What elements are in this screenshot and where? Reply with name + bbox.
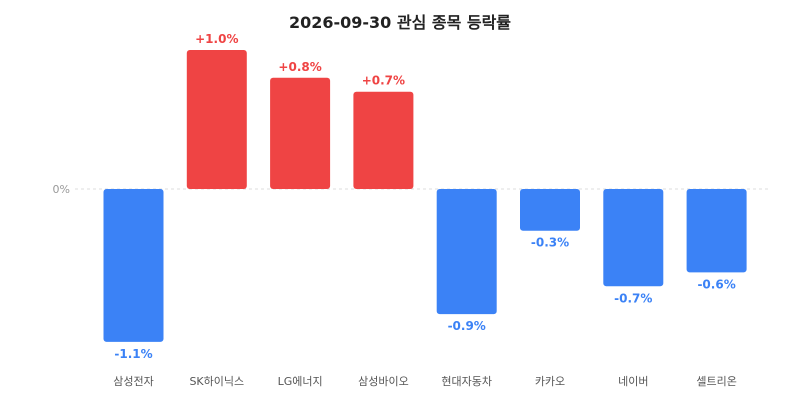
data-label-7: -0.6% (697, 277, 735, 291)
bar-2 (270, 77, 331, 189)
data-label-4: -0.9% (448, 319, 486, 333)
data-label-5: -0.3% (531, 236, 569, 250)
x-tick-label-1: SK하이닉스 (189, 374, 244, 388)
chart-title: 2026-09-30 관심 종목 등락률 (289, 13, 511, 32)
bar-6 (603, 189, 664, 287)
x-tick-label-2: LG에너지 (278, 375, 323, 388)
x-tick-label-3: 삼성바이오 (358, 375, 409, 388)
x-tick-labels: 삼성전자 SK하이닉스 LG에너지 삼성바이오 현대자동차 카카오 네이버 셀트리온 (113, 374, 737, 388)
data-label-2: +0.8% (278, 60, 321, 74)
data-labels: -1.1% +1.0% +0.8% +0.7% -0.9% -0.3% -0.7% -0.6% (114, 32, 735, 361)
x-tick-label-0: 삼성전자 (113, 375, 153, 388)
bar-5 (520, 189, 580, 231)
x-tick-label-5: 카카오 (535, 375, 565, 388)
bar-4 (436, 189, 497, 315)
bar-series (103, 50, 747, 342)
data-label-3: +0.7% (362, 74, 405, 88)
data-label-0: -1.1% (114, 347, 152, 361)
x-tick-label-6: 네이버 (618, 375, 648, 388)
bar-0 (103, 189, 164, 342)
bar-3 (353, 91, 414, 189)
bar-7 (686, 189, 747, 273)
zero-axis-label: 0% (53, 183, 70, 196)
data-label-1: +1.0% (195, 32, 238, 46)
x-tick-label-7: 셀트리온 (696, 375, 736, 388)
data-label-6: -0.7% (614, 291, 652, 305)
bar-1 (186, 50, 247, 189)
x-tick-label-4: 현대자동차 (441, 375, 492, 388)
